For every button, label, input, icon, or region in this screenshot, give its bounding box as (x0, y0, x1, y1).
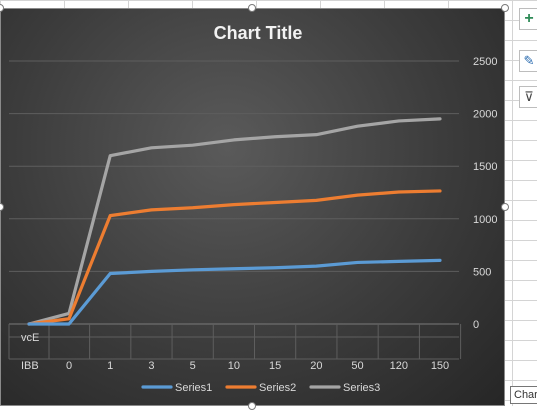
y-tick-label: 1000 (473, 214, 497, 226)
category-table-lines (8, 324, 462, 360)
x-tick-label: 3 (148, 360, 154, 372)
paintbrush-icon: ✎ (523, 53, 535, 68)
resize-handle-top[interactable] (248, 4, 256, 12)
legend: Series1 Series2 Series3 (141, 382, 380, 394)
x-tick-label: 50 (351, 360, 363, 372)
resize-handle-bottom[interactable] (248, 402, 256, 410)
chart-styles-button[interactable]: ✎ (519, 50, 537, 72)
category-row-label: IBB (21, 360, 39, 372)
filter-icon: ⊽ (524, 89, 534, 104)
resize-handle-top-right[interactable] (501, 4, 509, 12)
category-row-label: vcE (21, 332, 39, 344)
y-tick-label: 2000 (473, 109, 497, 121)
x-tick-label: 5 (190, 360, 196, 372)
gridlines (9, 60, 459, 325)
chart-area[interactable]: Chart Title 0 500 1000 1500 2000 2500 vcE IBB … (0, 8, 505, 406)
legend-label: Series3 (343, 382, 380, 394)
legend-label: Series2 (259, 382, 296, 394)
x-tick-label: 20 (310, 360, 322, 372)
x-tick-label: 150 (431, 360, 449, 372)
x-axis-tick-labels: 0 1 3 5 10 15 20 50 120 150 (66, 360, 449, 372)
x-tick-label: 0 (66, 360, 72, 372)
y-tick-label: 2500 (473, 56, 497, 68)
y-tick-label: 0 (473, 319, 479, 331)
legend-label: Series1 (175, 382, 212, 394)
x-tick-label: 1 (107, 360, 113, 372)
series-lines (27, 117, 442, 326)
chart-tooltip: Chart (510, 386, 537, 404)
chart-title[interactable]: Chart Title (214, 23, 303, 43)
y-axis-tick-labels: 0 500 1000 1500 2000 2500 (473, 56, 497, 331)
series-line-series1 (27, 258, 442, 326)
plus-icon: + (524, 10, 534, 27)
x-tick-label: 120 (390, 360, 408, 372)
x-tick-label: 15 (269, 360, 281, 372)
series-line-series2 (27, 189, 442, 326)
category-row-labels: vcE IBB (21, 332, 39, 372)
resize-handle-right[interactable] (501, 203, 509, 211)
y-tick-label: 1500 (473, 161, 497, 173)
chart-elements-button[interactable]: + (519, 8, 537, 30)
y-tick-label: 500 (473, 266, 491, 278)
x-tick-label: 10 (228, 360, 240, 372)
series-line-series3 (27, 117, 442, 326)
chart-filters-button[interactable]: ⊽ (519, 86, 537, 108)
